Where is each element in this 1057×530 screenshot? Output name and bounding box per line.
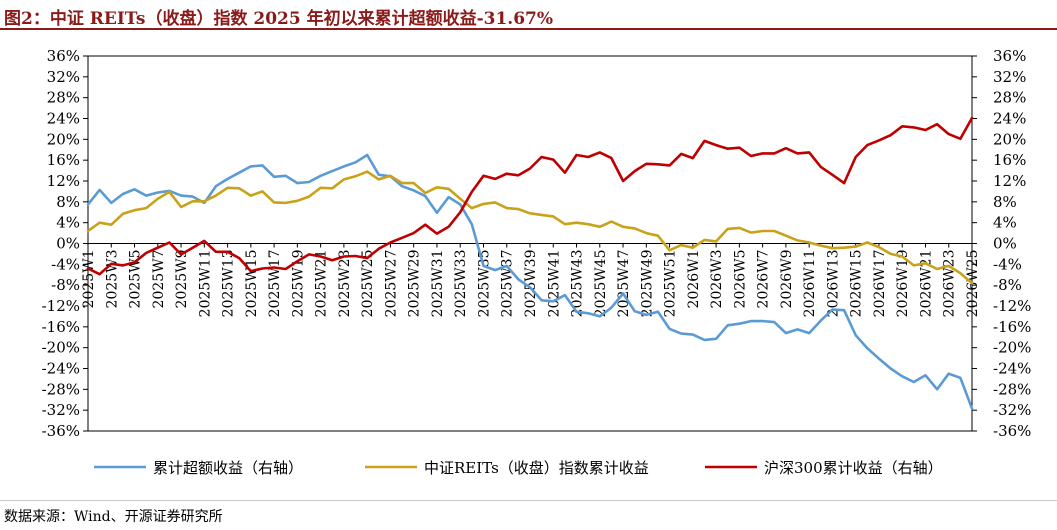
x-tick-label: 2026W11 <box>802 250 818 318</box>
y-tick-label-right: 12% <box>993 172 1026 190</box>
y-tick-label-right: -32% <box>993 401 1031 419</box>
x-tick-label: 2025W13 <box>221 250 237 318</box>
x-tick-label: 2026W21 <box>918 250 934 318</box>
y-tick-label-right: 32% <box>993 68 1026 86</box>
x-tick-label: 2026W5 <box>732 250 748 309</box>
y-tick-label-left: -8% <box>51 276 80 294</box>
legend-label-3: 沪深300累计收益（右轴） <box>764 459 943 477</box>
x-tick-label: 2025W21 <box>314 250 330 318</box>
y-tick-label-left: -12% <box>42 297 80 315</box>
y-tick-label-left: -4% <box>51 255 80 273</box>
x-tick-label: 2025W31 <box>430 250 446 318</box>
x-tick-label: 2026W19 <box>895 250 911 318</box>
x-tick-label: 2026W17 <box>872 250 888 318</box>
y-tick-label-right: -20% <box>993 339 1031 357</box>
y-tick-label-right: 4% <box>993 214 1017 232</box>
x-tick-label: 2025W3 <box>104 250 120 309</box>
y-tick-label-right: -4% <box>993 255 1022 273</box>
line-chart: 36% 36% 32% 32% 28% 28% 24% 24% 20% 20% 16% 16% 12% 1… <box>42 47 1032 477</box>
y-tick-label-left: 32% <box>47 68 80 86</box>
x-tick-label: 2025W47 <box>616 250 632 318</box>
x-tick-label: 2025W27 <box>383 250 399 318</box>
y-tick-label-left: -24% <box>42 360 80 378</box>
y-tick-label-right: -16% <box>993 318 1031 336</box>
divider <box>0 500 1057 501</box>
x-tick-label: 2025W41 <box>546 250 562 318</box>
x-tick-label: 2025W39 <box>523 250 539 318</box>
x-tick-label: 2025W33 <box>453 250 469 318</box>
x-tick-label: 2025W45 <box>593 250 609 318</box>
y-tick-label-right: -12% <box>993 297 1031 315</box>
y-tick-label-left: 0% <box>56 235 80 253</box>
y-tick-label-left: 20% <box>47 130 80 148</box>
series-line-2 <box>86 170 974 285</box>
x-tick-label: 2025W51 <box>663 250 679 318</box>
y-tick-label-left: -36% <box>42 422 80 440</box>
x-tick-label: 2025W1 <box>81 250 97 309</box>
y-tick-label-right: 24% <box>993 110 1026 128</box>
x-tick-label: 2025W17 <box>267 250 283 318</box>
x-tick-label: 2025W25 <box>360 250 376 318</box>
y-tick-label-right: -28% <box>993 380 1031 398</box>
x-tick-label: 2026W7 <box>756 250 772 309</box>
y-tick-label-left: -32% <box>42 401 80 419</box>
y-tick-label-left: 12% <box>47 172 80 190</box>
y-tick-label-left: -16% <box>42 318 80 336</box>
x-tick-label: 2025W37 <box>500 250 516 318</box>
x-tick-label: 2025W23 <box>337 250 353 318</box>
y-tick-label-right: 0% <box>993 235 1017 253</box>
x-tick-label: 2025W9 <box>174 250 190 309</box>
x-tick-label: 2026W23 <box>942 250 958 318</box>
y-tick-label-left: 8% <box>56 193 80 211</box>
y-tick-label-left: 4% <box>56 214 80 232</box>
x-tick-label: 2025W43 <box>570 250 586 318</box>
y-tick-label-right: -36% <box>993 422 1031 440</box>
x-tick-label: 2026W15 <box>849 250 865 318</box>
legend-label-2: 中证REITs（收盘）指数累计收益 <box>424 459 649 477</box>
series-line-3 <box>86 116 974 276</box>
y-tick-label-right: 20% <box>993 130 1026 148</box>
x-tick-label: 2026W9 <box>779 250 795 309</box>
x-tick-label: 2025W35 <box>476 250 492 318</box>
x-tick-label: 2026W13 <box>825 250 841 318</box>
y-tick-label-left: 28% <box>47 89 80 107</box>
x-tick-label: 2025W7 <box>151 250 167 309</box>
legend-label-1: 累计超额收益（右轴） <box>153 459 303 477</box>
y-tick-label-left: 24% <box>47 110 80 128</box>
y-tick-label-right: 36% <box>993 47 1026 65</box>
x-tick-label: 2025W15 <box>244 250 260 318</box>
y-tick-label-right: 8% <box>993 193 1017 211</box>
y-tick-label-right: -8% <box>993 276 1022 294</box>
x-tick-label: 2025W11 <box>197 250 213 318</box>
y-tick-label-left: 16% <box>47 151 80 169</box>
x-tick-label: 2025W19 <box>290 250 306 318</box>
x-tick-label: 2025W49 <box>639 250 655 318</box>
y-tick-label-left: -20% <box>42 339 80 357</box>
y-tick-label-right: 16% <box>993 151 1026 169</box>
x-tick-label: 2026W1 <box>686 250 702 309</box>
series-line-1 <box>86 153 974 410</box>
y-tick-label-right: 28% <box>993 89 1026 107</box>
x-tick-label: 2025W29 <box>407 250 423 318</box>
title-bar: 图2：中证 REITs（收盘）指数 2025 年初以来累计超额收益-31.67% <box>0 0 1057 30</box>
y-tick-label-right: -24% <box>993 360 1031 378</box>
x-tick-label: 2026W3 <box>709 250 725 309</box>
y-tick-label-left: 36% <box>47 47 80 65</box>
y-tick-label-left: -28% <box>42 380 80 398</box>
chart-title: 图2：中证 REITs（收盘）指数 2025 年初以来累计超额收益-31.67% <box>4 9 554 29</box>
source-note: 数据来源：Wind、开源证券研究所 <box>4 509 223 525</box>
